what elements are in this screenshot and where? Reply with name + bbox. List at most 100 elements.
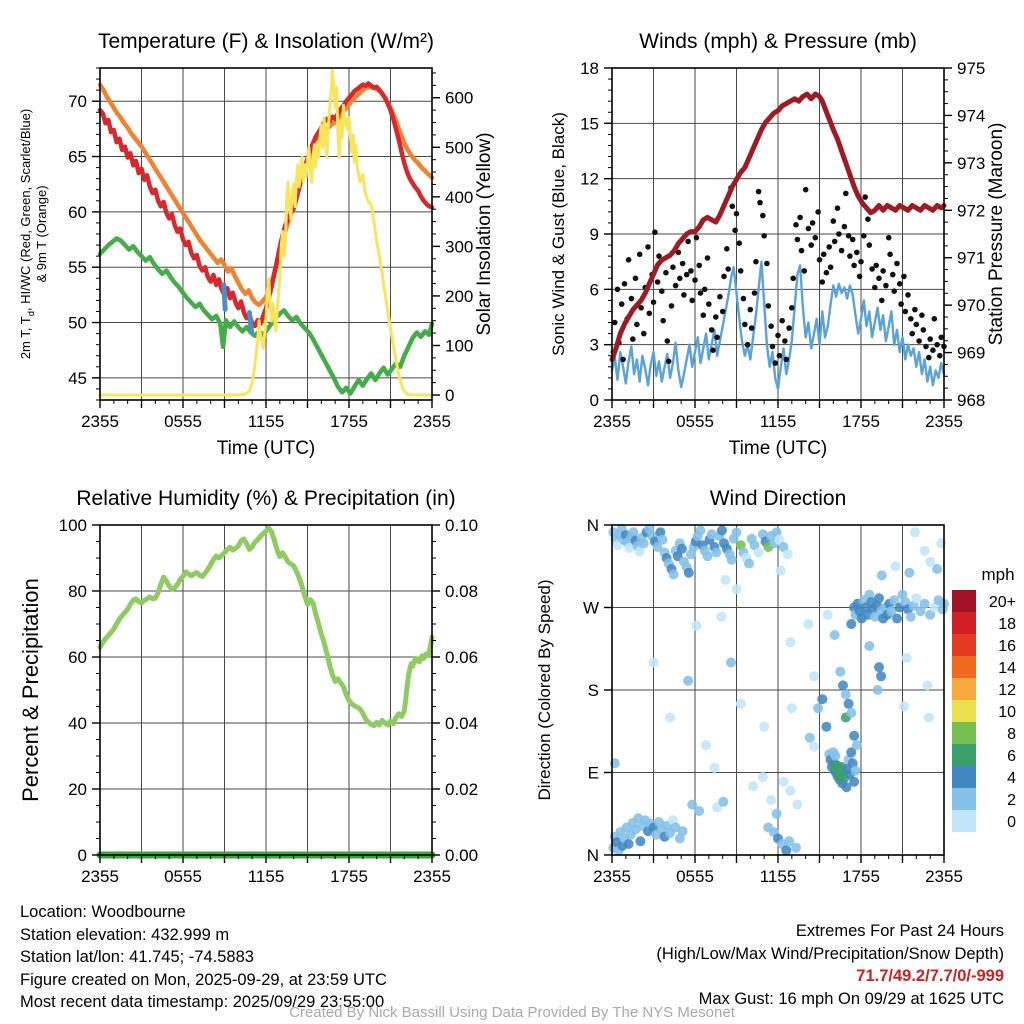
svg-text:20: 20 (68, 780, 87, 799)
svg-text:100: 100 (59, 516, 87, 535)
svg-text:60: 60 (68, 648, 87, 667)
svg-text:1155: 1155 (248, 412, 285, 431)
svg-text:0.04: 0.04 (445, 714, 478, 733)
svg-text:2355: 2355 (593, 412, 631, 431)
svg-text:Time (UTC): Time (UTC) (729, 438, 828, 459)
svg-text:70: 70 (68, 92, 87, 111)
svg-text:1155: 1155 (248, 867, 285, 886)
svg-text:50: 50 (68, 314, 87, 333)
location-line: Location: Woodbourne (20, 903, 186, 921)
svg-text:Wind Direction: Wind Direction (710, 487, 847, 510)
svg-text:18: 18 (998, 616, 1016, 633)
svg-text:3: 3 (590, 336, 599, 355)
svg-text:0.10: 0.10 (445, 516, 478, 535)
svg-text:16: 16 (998, 638, 1016, 655)
svg-text:969: 969 (957, 344, 985, 363)
svg-text:0555: 0555 (164, 867, 202, 886)
svg-text:18: 18 (580, 59, 599, 78)
svg-text:0: 0 (445, 386, 454, 405)
station-info-block: Location: Woodbourne Station elevation: … (20, 901, 387, 1014)
svg-text:15: 15 (580, 114, 599, 133)
svg-text:& 9m T (Orange): & 9m T (Orange) (34, 185, 49, 282)
svg-text:0: 0 (590, 391, 599, 410)
wind-direction-chart: 2355 0555 1155 1755 2355 N W S E N Direction (Colo… (535, 487, 1016, 886)
svg-text:0.08: 0.08 (445, 582, 478, 601)
svg-text:E: E (588, 764, 599, 783)
svg-text:970: 970 (957, 296, 985, 315)
svg-text:100: 100 (445, 336, 473, 355)
svg-text:1155: 1155 (760, 412, 797, 431)
svg-text:500: 500 (445, 138, 473, 157)
svg-text:20+: 20+ (989, 594, 1016, 611)
svg-text:Relative Humidity (%) & Precip: Relative Humidity (%) & Precipitation (i… (76, 487, 455, 510)
svg-text:974: 974 (957, 106, 985, 125)
svg-text:55: 55 (68, 258, 87, 277)
svg-text:0.00: 0.00 (445, 846, 478, 865)
extremes-title: Extremes For Past 24 Hours (795, 922, 1004, 940)
svg-text:Sonic Wind & Gust (Blue, Black: Sonic Wind & Gust (Blue, Black) (549, 112, 568, 356)
svg-text:0555: 0555 (164, 412, 202, 431)
svg-text:971: 971 (957, 249, 985, 268)
extremes-values: 71.7/49.2/7.7/0/-999 (856, 967, 1004, 985)
svg-text:1755: 1755 (330, 412, 368, 431)
svg-text:Winds (mph) & Pressure (mb): Winds (mph) & Pressure (mb) (639, 30, 917, 53)
svg-text:1155: 1155 (760, 867, 797, 886)
svg-text:Percent & Precipitation: Percent & Precipitation (18, 578, 43, 802)
svg-text:0.02: 0.02 (445, 780, 478, 799)
svg-text:Time (UTC): Time (UTC) (217, 438, 316, 459)
credit-line: Created By Nick Bassill Using Data Provi… (289, 1004, 735, 1021)
svg-text:W: W (583, 599, 599, 618)
svg-text:300: 300 (445, 237, 473, 256)
svg-text:0555: 0555 (676, 412, 714, 431)
data-timestamp-line: Most recent data timestamp: 2025/09/29 2… (20, 993, 385, 1011)
svg-text:65: 65 (68, 148, 87, 167)
svg-text:0: 0 (1007, 814, 1016, 831)
svg-text:45: 45 (68, 369, 87, 388)
svg-text:14: 14 (998, 660, 1016, 677)
svg-text:975: 975 (957, 59, 985, 78)
svg-text:400: 400 (445, 188, 473, 207)
svg-text:6: 6 (590, 280, 599, 299)
svg-text:968: 968 (957, 391, 985, 410)
svg-text:Station Pressure (Maroon): Station Pressure (Maroon) (986, 123, 1007, 346)
humidity-precipitation-chart: 2355 0555 1155 1755 2355 0 20 40 60 80 100 Percent … (18, 487, 478, 886)
svg-text:973: 973 (957, 154, 985, 173)
svg-text:12: 12 (580, 170, 599, 189)
svg-text:N: N (587, 846, 599, 865)
svg-text:2m T, Td, HI/WC (Red, Green, S: 2m T, Td, HI/WC (Red, Green, Scarlet/Blu… (18, 109, 36, 359)
svg-text:10: 10 (998, 704, 1016, 721)
svg-text:2355: 2355 (81, 867, 119, 886)
svg-text:4: 4 (1007, 770, 1016, 787)
max-gust-line: Max Gust: 16 mph On 09/29 at 1625 UTC (698, 989, 1004, 1008)
svg-text:mph: mph (981, 565, 1014, 584)
svg-text:2355: 2355 (925, 412, 963, 431)
svg-text:80: 80 (68, 582, 87, 601)
latlon-line: Station lat/lon: 41.745; -74.5883 (20, 948, 254, 966)
svg-text:2355: 2355 (413, 412, 451, 431)
figure-created-line: Figure created on Mon, 2025-09-29, at 23… (20, 970, 387, 989)
svg-text:9: 9 (590, 225, 599, 244)
temperature-insolation-chart: 2355 0555 1155 1755 2355 Time (UTC) 45 50 55 60 65… (18, 30, 495, 459)
svg-text:600: 600 (445, 89, 473, 108)
svg-text:12: 12 (998, 682, 1016, 699)
svg-text:S: S (588, 681, 599, 700)
svg-text:2: 2 (1007, 792, 1016, 809)
svg-text:Temperature (F) & Insolation (: Temperature (F) & Insolation (W/m²) (98, 30, 434, 53)
extremes-subtitle: (High/Low/Max Wind/Precipitation/Snow De… (656, 944, 1004, 963)
svg-text:40: 40 (68, 714, 87, 733)
svg-text:0555: 0555 (676, 867, 714, 886)
elevation-line: Station elevation: 432.999 m (20, 925, 230, 944)
svg-text:2355: 2355 (413, 867, 451, 886)
svg-text:N: N (587, 516, 599, 535)
svg-text:1755: 1755 (842, 412, 880, 431)
svg-text:Solar Insolation (Yellow): Solar Insolation (Yellow) (474, 132, 495, 335)
svg-text:972: 972 (957, 201, 985, 220)
svg-text:200: 200 (445, 287, 473, 306)
winds-pressure-chart: 2355 0555 1155 1755 2355 Time (UTC) 0 3 6 9 12 15 18… (549, 30, 1007, 459)
svg-text:2355: 2355 (925, 867, 963, 886)
svg-text:Direction (Colored By Speed): Direction (Colored By Speed) (535, 579, 554, 800)
svg-text:6: 6 (1007, 748, 1016, 765)
svg-text:1755: 1755 (330, 867, 368, 886)
svg-text:2355: 2355 (81, 412, 119, 431)
